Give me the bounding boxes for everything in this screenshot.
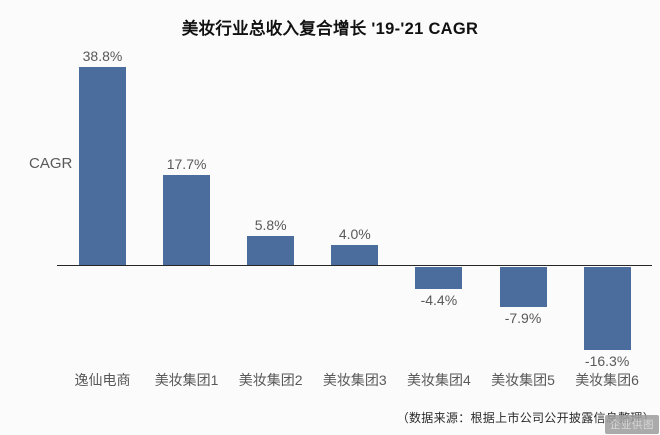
bar [499, 266, 547, 307]
bar-value-label: -4.4% [420, 292, 458, 309]
bar [415, 266, 463, 290]
x-axis-tick-label: 美妆集团4 [406, 372, 471, 388]
y-axis-label: CAGR [29, 155, 73, 172]
bar-value-label: 38.8% [82, 47, 123, 64]
x-axis-tick-label: 逸仙电商 [74, 372, 131, 388]
watermark-badge: 企业供图 [605, 415, 659, 434]
bar-value-label: -7.9% [504, 310, 542, 326]
x-axis-tick-label: 美妆集团2 [238, 372, 303, 388]
bar [583, 266, 631, 351]
bar [247, 235, 295, 266]
bar [331, 244, 379, 266]
bar [79, 66, 126, 266]
data-source-note: （数据来源：根据上市公司公开披露信息整理） [396, 411, 655, 425]
x-axis-tick-label: 美妆集团6 [575, 372, 639, 388]
x-axis-tick-label: 美妆集团3 [322, 372, 387, 388]
x-axis-tick-label: 美妆集团5 [491, 372, 555, 388]
x-axis-tick-label: 美妆集团1 [154, 372, 219, 388]
bar [163, 174, 211, 266]
bar-value-label: -16.3% [584, 353, 630, 370]
bar-value-label: 17.7% [166, 155, 207, 172]
x-axis-line [57, 265, 652, 267]
chart-title: 美妆行业总收入复合增长 '19-'21 CAGR [181, 20, 479, 38]
bar-value-label: 4.0% [338, 225, 371, 242]
bar-value-label: 5.8% [254, 216, 287, 233]
